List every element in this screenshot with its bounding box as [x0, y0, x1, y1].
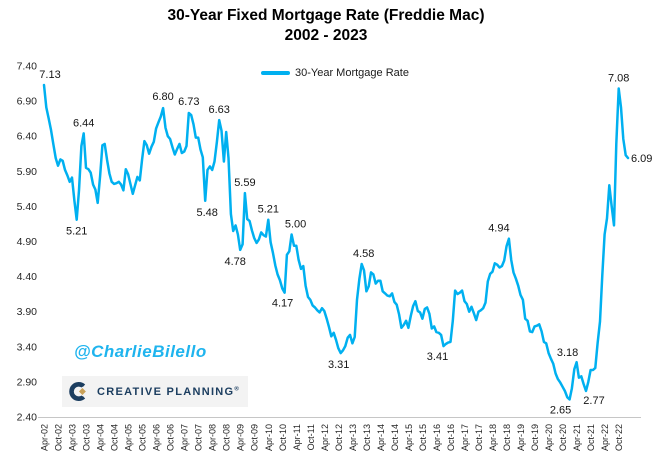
data-label: 5.00	[285, 219, 306, 231]
y-tick-label: 7.40	[17, 61, 38, 73]
x-axis-labels: Apr-02 Oct-02 Apr-03 Oct-03 Apr-04 Oct-04 Apr-…	[40, 424, 625, 451]
x-tick-label: Oct-20	[558, 424, 568, 451]
x-tick-label: Apr-16	[432, 424, 442, 451]
x-tick-label: Oct-12	[334, 424, 344, 451]
legend-line-swatch	[261, 71, 290, 75]
data-label: 3.31	[328, 359, 349, 371]
x-tick-label: Apr-10	[264, 424, 274, 451]
x-tick-label: Oct-16	[446, 424, 456, 451]
data-label: 3.18	[557, 347, 578, 359]
x-tick-label: Oct-11	[306, 424, 316, 450]
data-label: 5.21	[258, 204, 279, 216]
x-tick-label: Apr-02	[40, 424, 50, 451]
y-tick-label: 2.40	[17, 412, 38, 424]
x-tick-label: Oct-21	[586, 424, 596, 451]
data-label: 5.59	[234, 177, 255, 189]
y-tick-label: 3.90	[17, 306, 38, 318]
x-tick-label: Apr-09	[236, 424, 246, 451]
legend: 30-Year Mortgage Rate	[261, 67, 409, 79]
y-tick-label: 5.40	[17, 201, 38, 213]
x-tick-label: Apr-21	[572, 424, 582, 451]
x-tick-label: Oct-22	[614, 424, 624, 451]
x-tick-label: Oct-13	[362, 424, 372, 451]
creative-planning-logo: CREATIVE PLANNING®	[62, 376, 248, 407]
data-label: 6.63	[208, 104, 229, 116]
y-axis-labels: 7.40 6.90 6.40 5.90 5.40 4.90 4.40 3.90 3.40 2.90…	[17, 61, 38, 424]
x-tick-label: Apr-17	[460, 424, 470, 451]
y-tick-label: 5.90	[17, 166, 38, 178]
x-tick-label: Apr-06	[152, 424, 162, 451]
x-tick-label: Apr-03	[68, 424, 78, 451]
registered-mark: ®	[234, 385, 239, 392]
x-tick-label: Oct-14	[390, 424, 400, 451]
data-label: 2.77	[583, 395, 604, 407]
x-tick-label: Oct-09	[250, 424, 260, 451]
x-tick-label: Apr-15	[404, 424, 414, 451]
x-tick-label: Oct-19	[530, 424, 540, 451]
x-tick-label: Apr-20	[544, 424, 554, 451]
data-label: 3.41	[427, 351, 448, 363]
x-tick-label: Oct-02	[54, 424, 64, 451]
mortgage-rate-line	[42, 83, 630, 401]
data-label: 4.94	[488, 223, 509, 235]
x-tick-label: Oct-05	[138, 424, 148, 451]
y-tick-label: 6.90	[17, 96, 38, 108]
x-tick-label: Apr-11	[292, 424, 302, 450]
x-tick-label: Apr-14	[376, 424, 386, 451]
y-tick-label: 4.40	[17, 271, 38, 283]
chart-title: 30-Year Fixed Mortgage Rate (Freddie Mac…	[0, 6, 652, 46]
legend-label: 30-Year Mortgage Rate	[295, 67, 409, 79]
y-tick-label: 2.90	[17, 376, 38, 388]
x-tick-label: Oct-06	[166, 424, 176, 451]
data-label: 4.78	[224, 256, 245, 268]
x-tick-label: Oct-03	[82, 424, 92, 451]
x-tick-label: Apr-18	[488, 424, 498, 451]
data-label: 5.48	[196, 207, 217, 219]
x-tick-label: Oct-17	[474, 424, 484, 451]
data-label: 6.44	[73, 117, 94, 129]
data-label: 4.58	[353, 248, 374, 260]
x-tick-label: Oct-07	[194, 424, 204, 451]
x-tick-label: Oct-18	[502, 424, 512, 451]
x-tick-label: Apr-22	[600, 424, 610, 451]
y-tick-label: 3.40	[17, 341, 38, 353]
x-tick-label: Oct-08	[222, 424, 232, 451]
x-tick-label: Apr-12	[320, 424, 330, 451]
data-label: 5.21	[66, 226, 87, 238]
data-label: 6.09	[631, 153, 652, 165]
x-tick-label: Oct-15	[418, 424, 428, 451]
x-tick-label: Apr-19	[516, 424, 526, 451]
x-tick-label: Oct-10	[278, 424, 288, 451]
chart-title-line2: 2002 - 2023	[284, 27, 368, 44]
y-tick-label: 6.40	[17, 131, 38, 143]
x-tick-label: Oct-04	[110, 424, 120, 451]
data-label: 2.65	[550, 404, 571, 416]
data-label: 7.13	[39, 69, 60, 81]
data-label: 4.17	[272, 298, 293, 310]
x-tick-label: Apr-13	[348, 424, 358, 451]
data-labels: 7.13 6.44 5.21 6.80 6.73 6.63 5.48 5.59 4.78 5.21…	[39, 69, 652, 416]
creative-planning-c-diamond-icon	[69, 382, 88, 401]
data-label: 6.73	[178, 96, 199, 108]
y-tick-label: 4.90	[17, 236, 38, 248]
x-tick-label: Apr-07	[180, 424, 190, 451]
data-label: 6.80	[152, 91, 173, 103]
x-tick-label: Apr-04	[96, 424, 106, 451]
x-tick-label: Apr-08	[208, 424, 218, 451]
chart-title-line1: 30-Year Fixed Mortgage Rate (Freddie Mac…	[167, 7, 485, 24]
x-tick-label: Apr-05	[124, 424, 134, 451]
creative-planning-wordmark: CREATIVE PLANNING®	[97, 385, 239, 398]
data-label: 7.08	[608, 73, 629, 85]
watermark-charliebilello: @CharlieBilello	[74, 342, 207, 361]
